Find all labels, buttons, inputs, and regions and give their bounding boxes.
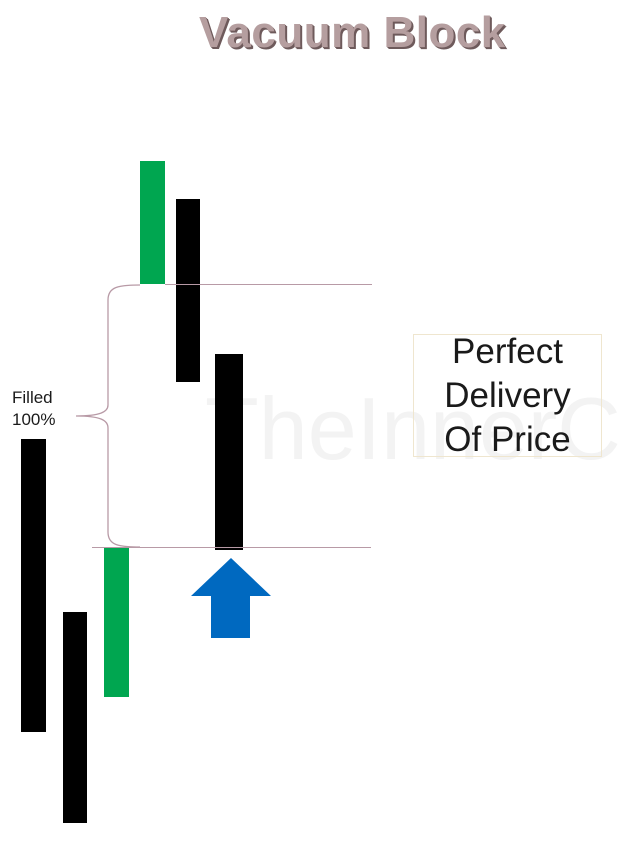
watermark: TheInnerC bbox=[205, 379, 621, 478]
candle-bullish-1 bbox=[104, 548, 129, 697]
callout-line-3: Of Price bbox=[444, 419, 571, 459]
filled-percent: 100% bbox=[12, 410, 56, 429]
filled-annotation: Filled 100% bbox=[12, 387, 55, 431]
candle-bearish-4 bbox=[215, 354, 243, 550]
candle-bearish-1 bbox=[21, 439, 46, 732]
curly-brace bbox=[75, 284, 141, 548]
lower-level-line bbox=[92, 547, 371, 548]
candle-bearish-2 bbox=[63, 612, 87, 823]
candle-bullish-2 bbox=[140, 161, 165, 284]
page-title: Vacuum Block bbox=[199, 8, 506, 57]
up-arrow-icon bbox=[191, 558, 271, 638]
filled-label: Filled bbox=[12, 388, 53, 407]
upper-level-line bbox=[165, 284, 372, 285]
callout-line-1: Perfect bbox=[452, 331, 563, 371]
callout-box: Perfect Delivery Of Price bbox=[413, 332, 602, 459]
callout-line-2: Delivery bbox=[444, 375, 571, 415]
candle-bearish-3 bbox=[176, 199, 200, 382]
